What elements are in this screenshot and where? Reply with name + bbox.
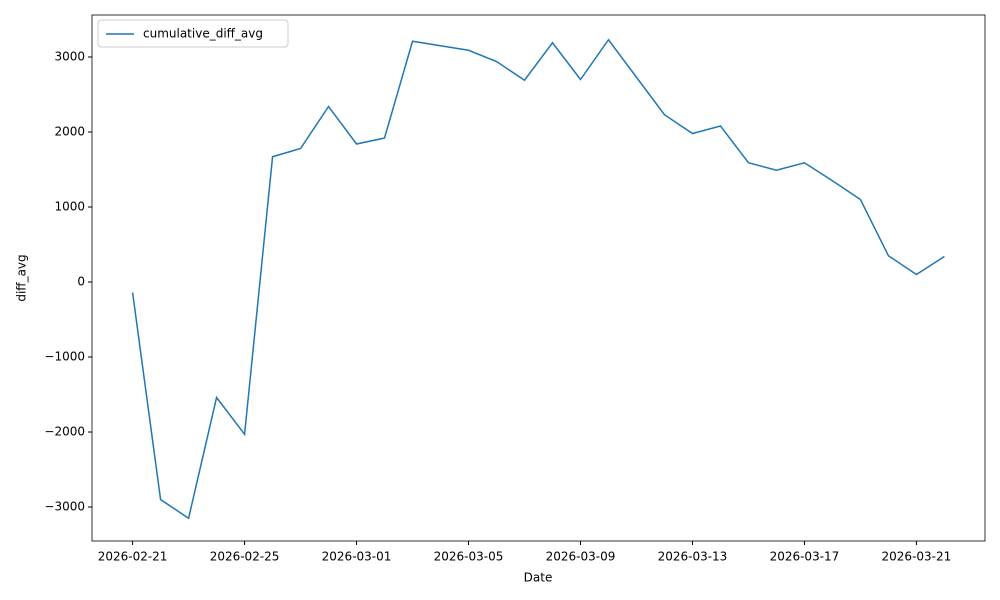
x-tick-label: 2026-03-05 — [434, 550, 504, 564]
x-tick-label: 2026-02-25 — [210, 550, 280, 564]
y-tick-label: −1000 — [44, 350, 85, 364]
y-tick-label: 1000 — [54, 200, 85, 214]
axes-frame — [91, 14, 986, 542]
y-tick-label: 0 — [77, 275, 85, 289]
x-tick-label: 2026-03-17 — [770, 550, 840, 564]
x-tick-label: 2026-03-09 — [546, 550, 616, 564]
x-tick-label: 2026-03-01 — [322, 550, 392, 564]
x-tick-label: 2026-02-21 — [98, 550, 168, 564]
x-axis-label: Date — [524, 571, 553, 585]
y-tick-label: −3000 — [44, 500, 85, 514]
y-tick-label: −2000 — [44, 425, 85, 439]
legend-box — [97, 19, 289, 48]
y-tick-label: 2000 — [54, 125, 85, 139]
y-axis-label: diff_avg — [15, 254, 29, 301]
data-line — [131, 38, 945, 520]
y-tick-label: 3000 — [54, 50, 85, 64]
x-tick-label: 2026-03-13 — [658, 550, 728, 564]
x-tick-label: 2026-03-21 — [882, 550, 952, 564]
legend-label: cumulative_diff_avg — [143, 27, 263, 41]
